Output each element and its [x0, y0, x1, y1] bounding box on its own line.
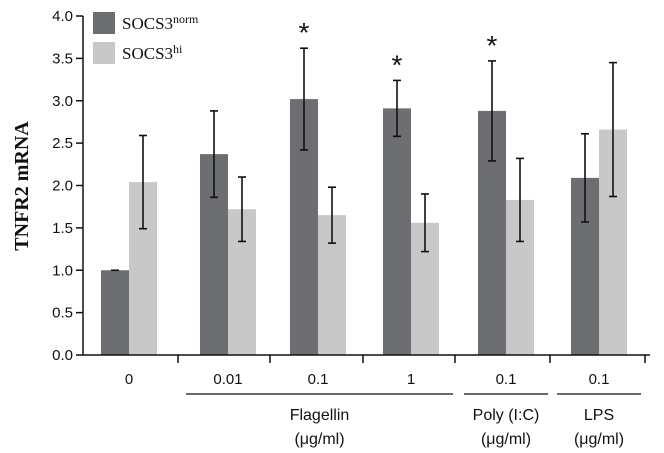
y-tick-label: 4.0	[52, 8, 73, 25]
group-unit: (μg/ml)	[481, 431, 531, 448]
y-tick-label: 1.0	[52, 262, 73, 279]
bar	[383, 108, 411, 355]
x-tick-label: 0.1	[589, 371, 610, 388]
legend-label: SOCS3hi	[122, 42, 183, 63]
group-unit: (μg/ml)	[574, 431, 624, 448]
y-tick-label: 0.5	[52, 305, 73, 322]
group-unit: (μg/ml)	[294, 431, 344, 448]
x-tick-label: 0.1	[496, 371, 517, 388]
bar	[101, 270, 129, 355]
y-axis: 0.0 0.5 1.0 1.5 2.0 2.5 3.0 3.5 4.0	[52, 8, 84, 364]
group-label: Poly (I:C)	[473, 407, 540, 424]
error-bars	[111, 47, 617, 272]
group-labels: Flagellin (μg/ml) Poly (I:C) (μg/ml) LPS (μg/…	[186, 393, 641, 448]
y-tick-label: 3.5	[52, 50, 73, 67]
y-tick-label: 1.5	[52, 220, 73, 237]
y-axis-label: TNFR2 mRNA	[11, 121, 33, 251]
significance-star: *	[392, 49, 403, 80]
group-label: Flagellin	[290, 407, 350, 424]
legend-swatch	[93, 42, 115, 64]
y-tick-label: 2.0	[52, 178, 73, 195]
x-tick-label: 0.01	[213, 371, 242, 388]
significance-markers: * * *	[299, 17, 498, 80]
x-axis: 0 0.01 0.1 1 0.1 0.1	[83, 354, 650, 388]
bars	[101, 99, 627, 356]
group-label: LPS	[584, 407, 614, 424]
x-tick-label: 0.1	[308, 371, 329, 388]
legend-label: SOCS3norm	[122, 12, 199, 33]
x-tick-label: 0	[125, 371, 133, 388]
significance-star: *	[299, 17, 310, 48]
legend: SOCS3norm SOCS3hi	[93, 12, 199, 64]
x-tick-label: 1	[407, 371, 415, 388]
legend-swatch	[93, 12, 115, 34]
y-tick-label: 3.0	[52, 93, 73, 110]
significance-star: *	[487, 30, 498, 61]
y-tick-label: 2.5	[52, 135, 73, 152]
y-tick-label: 0.0	[52, 347, 73, 364]
